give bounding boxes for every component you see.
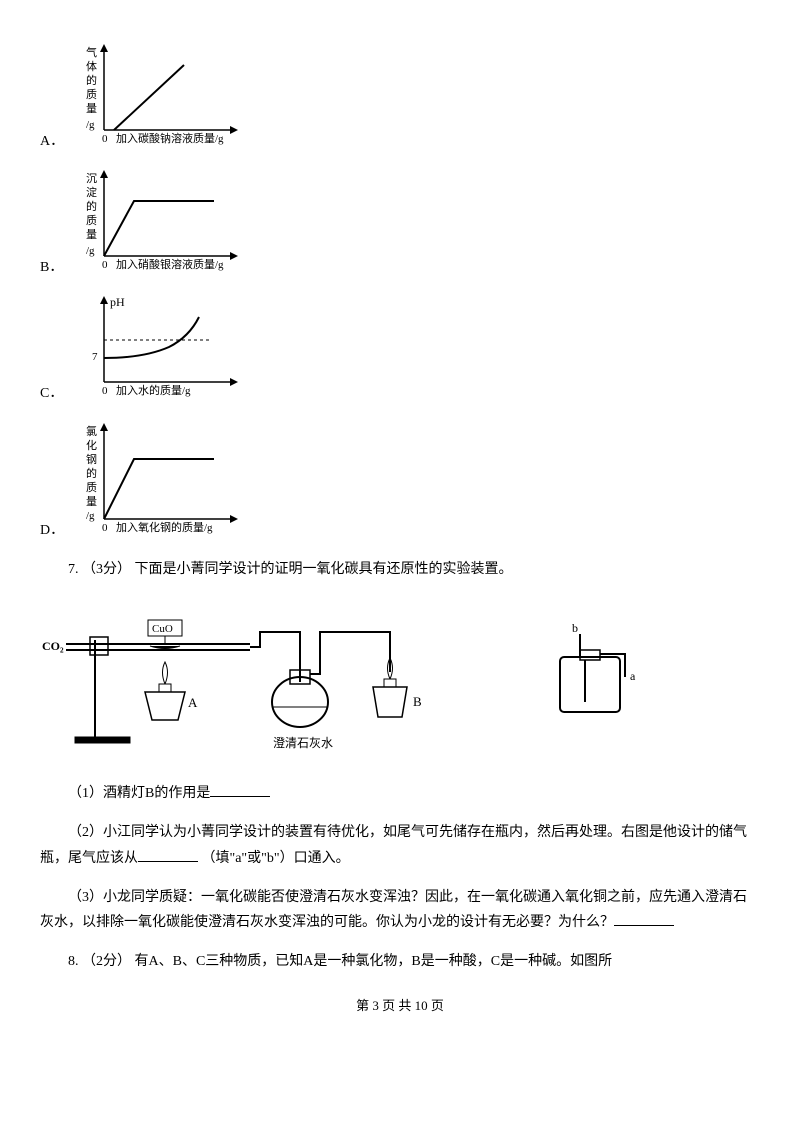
- graph-a: 气 体 的 质 量 /g 0 加入碳酸钠溶液质量/g: [74, 40, 244, 154]
- blank-input[interactable]: [138, 847, 198, 862]
- option-b: B． 沉 淀 的 质 量 /g 0 加入硝酸银溶液质量/g: [40, 166, 760, 280]
- svg-text:CO₂: CO₂: [42, 639, 64, 653]
- svg-text:A: A: [188, 695, 198, 710]
- svg-text:的: 的: [86, 466, 97, 480]
- option-c-label: C．: [40, 381, 66, 406]
- svg-text:pH: pH: [110, 295, 125, 309]
- q7-sub2: （2）小江同学认为小菁同学设计的装置有待优化，如尾气可先储存在瓶内，然后再处理。…: [40, 820, 760, 870]
- q7-body: 下面是小菁同学设计的证明一氧化碳具有还原性的实验装置。: [135, 562, 513, 577]
- svg-text:体: 体: [86, 59, 97, 73]
- q8-number: 8.: [68, 954, 79, 969]
- option-a-label: A．: [40, 129, 66, 154]
- svg-text:0: 0: [102, 385, 108, 397]
- svg-text:量: 量: [86, 495, 97, 508]
- graph-c: pH 7 0 加入水的质量/g: [74, 292, 244, 406]
- q8-points: （2分）: [82, 954, 131, 969]
- graph-b: 沉 淀 的 质 量 /g 0 加入硝酸银溶液质量/g: [74, 166, 244, 280]
- svg-text:澄清石灰水: 澄清石灰水: [273, 735, 333, 750]
- svg-text:/g: /g: [86, 119, 95, 131]
- svg-text:淀: 淀: [86, 185, 97, 199]
- option-d: D． 氯 化 钢 的 质 量 /g 0 加入氧化钢的质量/g: [40, 419, 760, 543]
- svg-text:/g: /g: [86, 510, 95, 522]
- svg-text:的: 的: [86, 199, 97, 213]
- svg-text:气: 气: [86, 45, 97, 59]
- svg-text:氯: 氯: [86, 424, 97, 438]
- svg-text:加入碳酸钠溶液质量/g: 加入碳酸钠溶液质量/g: [116, 131, 224, 145]
- option-c: C． pH 7 0 加入水的质量/g: [40, 292, 760, 406]
- blank-input[interactable]: [210, 782, 270, 797]
- svg-text:化: 化: [86, 438, 97, 452]
- svg-text:加入氧化钢的质量/g: 加入氧化钢的质量/g: [116, 520, 213, 534]
- svg-text:/g: /g: [86, 245, 95, 257]
- svg-text:7: 7: [92, 351, 98, 363]
- svg-text:0: 0: [102, 133, 108, 145]
- svg-text:加入水的质量/g: 加入水的质量/g: [116, 383, 191, 397]
- svg-text:B: B: [413, 694, 422, 709]
- svg-text:沉: 沉: [86, 172, 97, 185]
- graph-d: 氯 化 钢 的 质 量 /g 0 加入氧化钢的质量/g: [74, 419, 244, 543]
- svg-text:CuO: CuO: [152, 623, 173, 635]
- option-d-label: D．: [40, 518, 66, 543]
- svg-text:b: b: [572, 621, 578, 635]
- q7-sub3: （3）小龙同学质疑：一氧化碳能否使澄清石灰水变浑浊？因此，在一氧化碳通入氧化铜之…: [40, 885, 760, 935]
- page-footer: 第 3 页 共 10 页: [40, 994, 760, 1017]
- blank-input[interactable]: [614, 911, 674, 926]
- q7-number: 7.: [68, 562, 79, 577]
- svg-text:质: 质: [86, 88, 97, 101]
- svg-text:量: 量: [86, 228, 97, 241]
- svg-text:钢: 钢: [86, 453, 97, 466]
- svg-text:0: 0: [102, 522, 108, 534]
- q7-text: 7. （3分） 下面是小菁同学设计的证明一氧化碳具有还原性的实验装置。: [40, 557, 760, 582]
- svg-text:0: 0: [102, 259, 108, 271]
- svg-text:质: 质: [86, 214, 97, 227]
- q8-body: 有A、B、C三种物质，已知A是一种氯化物，B是一种酸，C是一种碱。如图所: [135, 954, 613, 969]
- option-a: A． 气 体 的 质 量 /g 0 加入碳酸钠溶液质量/g: [40, 40, 760, 154]
- svg-text:加入硝酸银溶液质量/g: 加入硝酸银溶液质量/g: [116, 257, 224, 271]
- experiment-diagram: CO₂ CuO A 澄清石灰水: [40, 602, 760, 761]
- q7-points: （3分）: [82, 562, 131, 577]
- svg-text:a: a: [630, 669, 636, 683]
- q7-sub1: （1）酒精灯B的作用是: [40, 781, 760, 806]
- svg-text:质: 质: [86, 481, 97, 494]
- svg-text:量: 量: [86, 102, 97, 115]
- option-b-label: B．: [40, 255, 66, 280]
- q8-text: 8. （2分） 有A、B、C三种物质，已知A是一种氯化物，B是一种酸，C是一种碱…: [40, 949, 760, 974]
- svg-text:的: 的: [86, 73, 97, 87]
